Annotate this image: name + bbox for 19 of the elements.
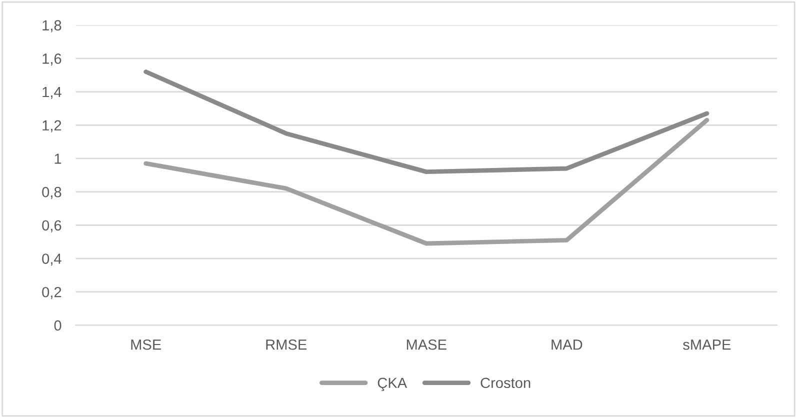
- x-tick-label: MSE: [131, 339, 162, 350]
- line-series: [144, 70, 710, 174]
- line-series: [144, 118, 710, 246]
- y-tick-label: 0: [54, 320, 62, 331]
- x-tick-label: MASE: [406, 339, 446, 350]
- x-tick-label: MAD: [552, 340, 582, 350]
- y-tick-label: 1,6: [42, 54, 62, 66]
- y-tick-label: 1,2: [42, 120, 62, 132]
- y-tick-label: 0,2: [42, 286, 62, 300]
- x-tick-label: RMSE: [266, 339, 307, 350]
- y-tick-label: 1,8: [42, 20, 62, 32]
- legend-label: Croston: [480, 378, 530, 388]
- y-tick-label: 1: [54, 154, 62, 164]
- x-tick-label: sMAPE: [683, 340, 731, 350]
- y-tick-label: 0,6: [42, 220, 62, 232]
- y-tick-label: 1,4: [42, 87, 62, 99]
- y-tick-label: 0,4: [42, 254, 62, 266]
- legend-label: ÇKA: [378, 378, 408, 392]
- y-tick-label: 0,8: [42, 186, 62, 199]
